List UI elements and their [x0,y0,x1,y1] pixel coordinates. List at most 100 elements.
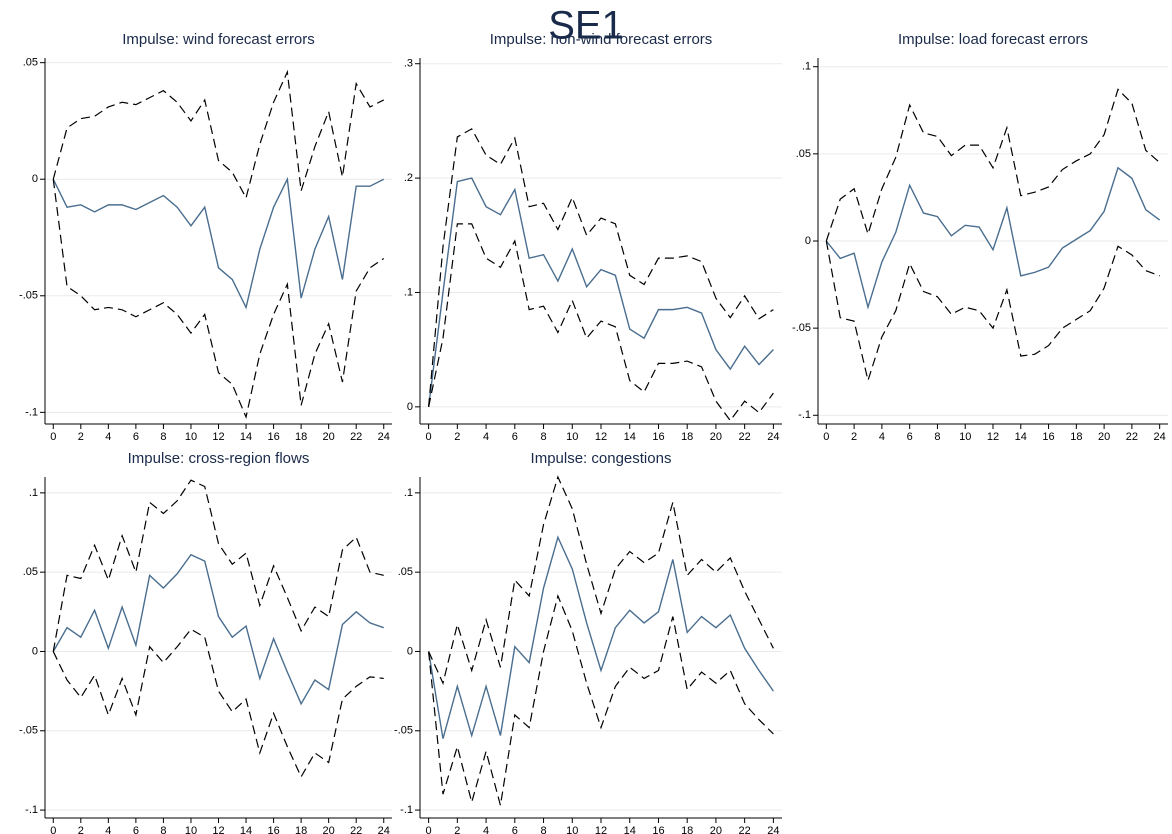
x-tick-label: 4 [105,431,111,443]
figure-title: SE1 [548,4,624,48]
irf-line [52,176,385,310]
confidence-band [428,475,774,686]
x-tick-label: 12 [595,825,607,834]
panel-title: Impulse: cross-region flows [128,450,310,467]
y-tick-label: -.1 [400,804,413,816]
x-tick-label: 10 [959,431,971,443]
y-tick-label: -.1 [25,804,38,816]
x-tick-label: 14 [1015,431,1027,443]
y-tick-label: -.05 [19,290,38,302]
irf-line [825,166,1161,310]
x-tick-label: 8 [160,431,166,443]
y-tick-label: 0 [407,401,413,413]
x-tick-label: 10 [566,431,578,443]
x-tick-label: 6 [512,825,518,834]
panel-title: Impulse: congestions [531,450,672,467]
confidence-band [428,128,774,407]
x-tick-label: 6 [512,431,518,443]
x-tick-label: 24 [767,431,779,443]
x-tick-label: 16 [1042,431,1054,443]
x-tick-label: 20 [710,825,722,834]
x-tick-label: 10 [185,825,197,834]
confidence-band [52,69,385,200]
x-tick-label: 20 [323,825,335,834]
x-tick-label: 22 [350,431,362,443]
x-tick-label: 24 [378,431,390,443]
panel-title: Impulse: non-wind forecast errors [490,31,713,48]
x-tick-label: 22 [350,825,362,834]
x-tick-label: 0 [426,431,432,443]
x-tick-label: 8 [540,431,546,443]
confidence-band [52,628,384,779]
x-tick-label: 18 [295,431,307,443]
x-tick-label: 8 [540,825,546,834]
y-tick-label: .1 [404,286,413,298]
x-tick-label: 6 [133,825,139,834]
x-tick-label: 22 [739,825,751,834]
x-tick-label: 16 [267,825,279,834]
y-tick-label: 0 [407,645,413,657]
x-tick-label: 10 [185,431,197,443]
x-tick-label: 14 [624,825,636,834]
y-tick-label: .05 [23,57,38,69]
x-tick-label: 18 [295,825,307,834]
x-tick-label: 20 [1098,431,1110,443]
y-tick-label: .2 [404,172,413,184]
x-tick-label: 18 [681,825,693,834]
x-tick-label: 12 [595,431,607,443]
confidence-band [428,594,774,806]
x-tick-label: 12 [987,431,999,443]
y-tick-label: -.05 [19,725,38,737]
x-tick-label: 6 [133,431,139,443]
x-tick-label: 0 [823,431,829,443]
x-tick-label: 2 [454,431,460,443]
x-tick-label: 20 [710,431,722,443]
x-tick-label: 8 [160,825,166,834]
x-tick-label: 20 [323,431,335,443]
panel-title: Impulse: wind forecast errors [122,31,315,48]
y-tick-label: 0 [32,645,38,657]
x-tick-label: 2 [454,825,460,834]
x-tick-label: 18 [681,431,693,443]
x-tick-label: 6 [907,431,913,443]
x-tick-label: 16 [652,825,664,834]
x-tick-label: 22 [739,431,751,443]
x-tick-label: 8 [934,431,940,443]
x-tick-label: 24 [767,825,779,834]
y-tick-label: .3 [404,58,413,70]
x-tick-label: 24 [1154,431,1166,443]
confidence-band [825,88,1161,242]
y-tick-label: -.05 [394,725,413,737]
y-tick-label: .05 [398,566,413,578]
y-tick-label: -.1 [25,406,38,418]
y-tick-label: .1 [404,487,413,499]
y-tick-label: .05 [796,148,811,160]
x-tick-label: 24 [378,825,390,834]
x-tick-label: 2 [78,825,84,834]
y-tick-label: 0 [32,173,38,185]
y-tick-label: .05 [23,566,38,578]
y-tick-label: .1 [802,61,811,73]
irf-line [427,177,774,407]
irf-line [427,535,774,739]
x-tick-label: 10 [566,825,578,834]
x-tick-label: 0 [426,825,432,834]
x-tick-label: 16 [267,431,279,443]
x-tick-label: 4 [483,825,489,834]
x-tick-label: 2 [851,431,857,443]
x-tick-label: 14 [240,825,252,834]
x-tick-label: 4 [879,431,885,443]
y-tick-label: -.05 [792,322,811,334]
x-tick-label: 14 [624,431,636,443]
confidence-band [428,223,774,422]
x-tick-label: 16 [652,431,664,443]
x-tick-label: 2 [78,431,84,443]
y-tick-label: -.1 [798,409,811,421]
y-tick-label: 0 [805,235,811,247]
x-tick-label: 0 [50,431,56,443]
x-tick-label: 14 [240,431,252,443]
x-tick-label: 12 [212,431,224,443]
confidence-band [52,479,384,652]
x-tick-label: 4 [483,431,489,443]
